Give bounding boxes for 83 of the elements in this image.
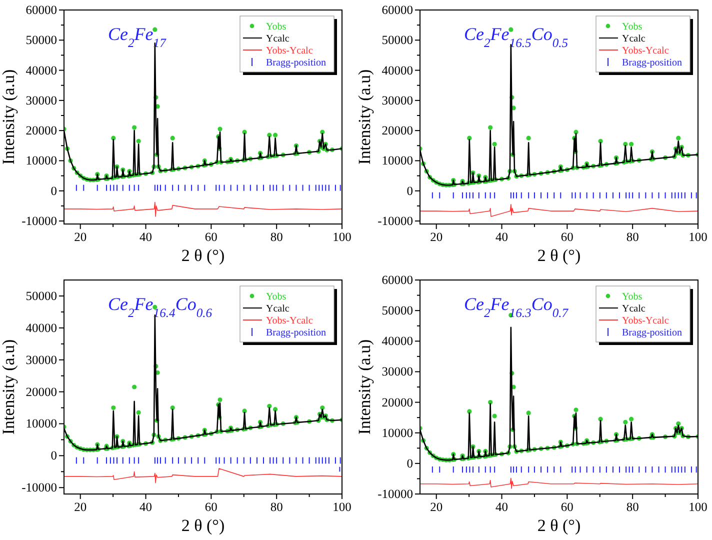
y-axis-title: Intensity (a.u): [0, 339, 18, 435]
x-tick-label: 60: [560, 230, 574, 244]
x-tick-label: 80: [270, 500, 283, 514]
legend-label: Yobs-Ycalc: [622, 316, 670, 326]
y-tick-label: 30000: [382, 93, 413, 108]
x-axis-title: 2 θ (°): [181, 516, 225, 535]
x-axis-title: 2 θ (°): [537, 246, 581, 265]
y-tick-label: 60000: [382, 3, 413, 17]
x-axis-title: 2 θ (°): [537, 516, 581, 535]
y-tick-label: 60000: [382, 273, 413, 287]
x-tick-label: 100: [688, 230, 708, 244]
text: Ce$_{2}$Fe$_{16.4}$Co$_{0.6}$: [108, 294, 213, 320]
x-tick-label: 20: [430, 500, 443, 514]
legend-label: Yobs: [266, 292, 286, 302]
legend-label: Ycalc: [622, 304, 646, 314]
y-tick-label: 40000: [26, 63, 57, 78]
x-tick-label: 20: [74, 500, 87, 514]
line-series: [420, 204, 698, 217]
legend-label: Ycalc: [266, 34, 290, 44]
y-tick-label: 0: [50, 184, 57, 198]
y-tick-label: 40000: [382, 334, 413, 348]
y-tick-label: 50000: [382, 304, 413, 318]
legend-label: Bragg-position: [622, 58, 682, 68]
y-tick-label: 30000: [26, 352, 57, 367]
y-tick-label: 50000: [26, 288, 57, 303]
legend-label: Yobs: [266, 22, 286, 32]
legend-label: Yobs-Ycalc: [622, 46, 670, 56]
x-tick-label: 40: [496, 500, 508, 514]
text: Ce$_{2}$Fe$_{16.3}$Co$_{0.7}$: [464, 294, 569, 320]
y-tick-label: 30000: [382, 364, 413, 379]
y-tick-label: -10000: [22, 214, 57, 228]
x-tick-label: 60: [204, 230, 218, 244]
y-tick-label: 20000: [382, 395, 413, 410]
y-tick-label: -10000: [378, 487, 413, 501]
y-tick-label: 40000: [382, 63, 413, 78]
y-tick-label: 0: [406, 456, 413, 470]
x-tick-label: 80: [626, 230, 639, 244]
legend-label: Yobs: [622, 22, 642, 32]
y-tick-label: 10000: [382, 426, 413, 440]
x-tick-label: 80: [270, 230, 283, 244]
y-tick-label: 20000: [26, 384, 57, 399]
y-axis-title: Intensity (a.u): [355, 339, 374, 435]
y-tick-label: 50000: [26, 33, 57, 48]
x-tick-label: 20: [74, 230, 87, 244]
x-tick-label: 60: [204, 500, 218, 514]
y-axis-title: Intensity (a.u): [355, 69, 374, 165]
y-tick-label: 30000: [26, 93, 57, 108]
legend-label: Yobs: [622, 292, 642, 302]
text: Ce$_{2}$Fe$_{16.5}$Co$_{0.5}$: [464, 24, 568, 50]
y-tick-label: 0: [50, 448, 57, 463]
y-tick-label: -10000: [378, 214, 413, 228]
legend-label: Yobs-Ycalc: [266, 46, 314, 56]
y-tick-label: 50000: [382, 33, 413, 48]
y-tick-label: 10000: [26, 416, 57, 431]
y-tick-label: 40000: [26, 320, 57, 335]
x-tick-label: 40: [496, 230, 508, 244]
x-tick-label: 100: [332, 230, 352, 244]
y-tick-label: 20000: [382, 124, 413, 138]
legend-label: Bragg-position: [622, 328, 682, 338]
x-tick-label: 100: [332, 500, 352, 514]
y-tick-label: 10000: [26, 154, 57, 168]
x-tick-label: 100: [688, 500, 708, 514]
legend-label: Bragg-position: [266, 328, 326, 338]
legend-label: Ycalc: [266, 304, 290, 314]
line-series: [420, 478, 698, 489]
x-tick-label: 40: [140, 230, 152, 244]
text: Ce$_{2}$Fe$_{17}$: [108, 24, 167, 50]
line-series: [64, 468, 342, 484]
y-tick-label: 10000: [382, 154, 413, 168]
x-tick-label: 80: [626, 500, 639, 514]
y-tick-label: 0: [406, 184, 413, 198]
x-tick-label: 20: [430, 230, 443, 244]
legend-label: Ycalc: [622, 34, 646, 44]
y-axis-title: Intensity (a.u): [0, 69, 18, 165]
y-tick-label: -10000: [22, 480, 57, 495]
line-series: [64, 202, 342, 217]
legend-label: Yobs-Ycalc: [266, 316, 314, 326]
x-tick-label: 60: [560, 500, 574, 514]
y-tick-label: 60000: [26, 3, 57, 17]
x-axis-title: 2 θ (°): [181, 246, 225, 265]
legend-label: Bragg-position: [266, 58, 326, 68]
x-tick-label: 40: [140, 500, 152, 514]
y-tick-label: 20000: [26, 124, 57, 138]
